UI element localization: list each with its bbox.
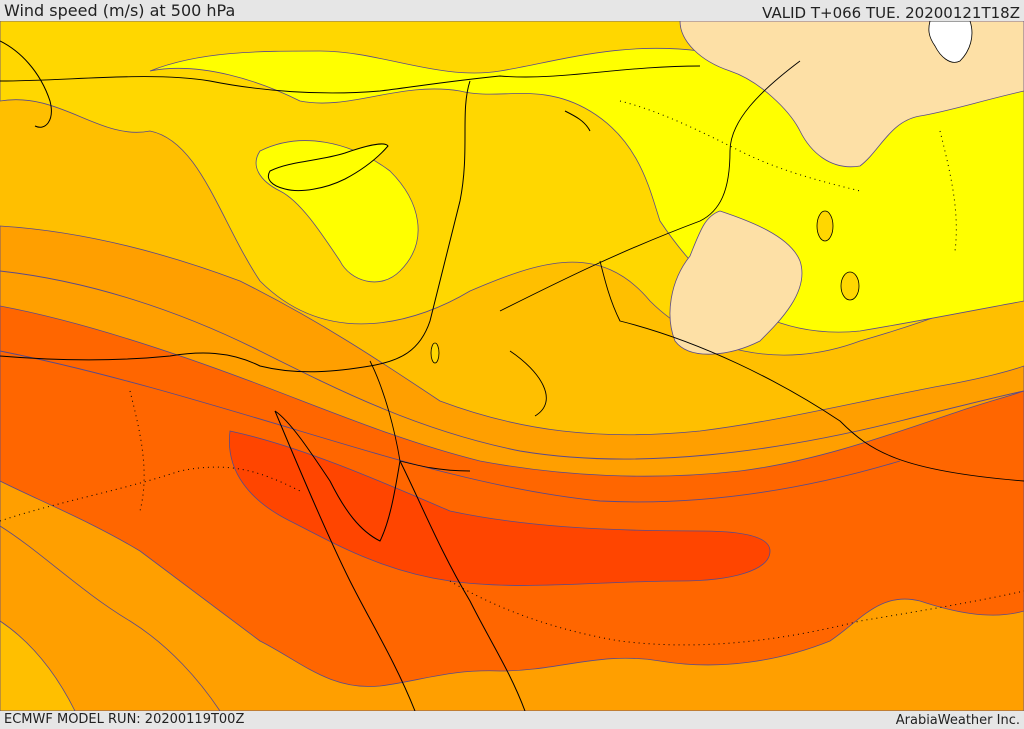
band-dark-orange [0,305,1024,687]
wind-speed-map [0,21,1024,711]
band-orange-southwest [0,525,221,711]
valid-time: VALID T+066 TUE. 20200121T18Z [762,4,1020,22]
map-title: Wind speed (m/s) at 500 hPa [4,1,236,20]
coastlines [0,40,591,711]
band-lightest-northeast [679,21,1024,168]
band-red-orange [228,430,771,586]
model-run: ECMWF MODEL RUN: 20200119T00Z [4,712,245,727]
band-white-patch [928,21,973,63]
contour-lines [0,270,1024,503]
credit-text: ArabiaWeather Inc. [895,713,1020,728]
country-borders [0,60,1024,482]
band-lightest-central [669,210,803,355]
cyprus-island [267,143,389,192]
dotted-borders [0,100,1024,646]
footer-bar [0,711,1024,729]
small-islands [430,210,860,364]
band-amber-southwest [0,620,76,711]
header-bar [0,0,1024,21]
